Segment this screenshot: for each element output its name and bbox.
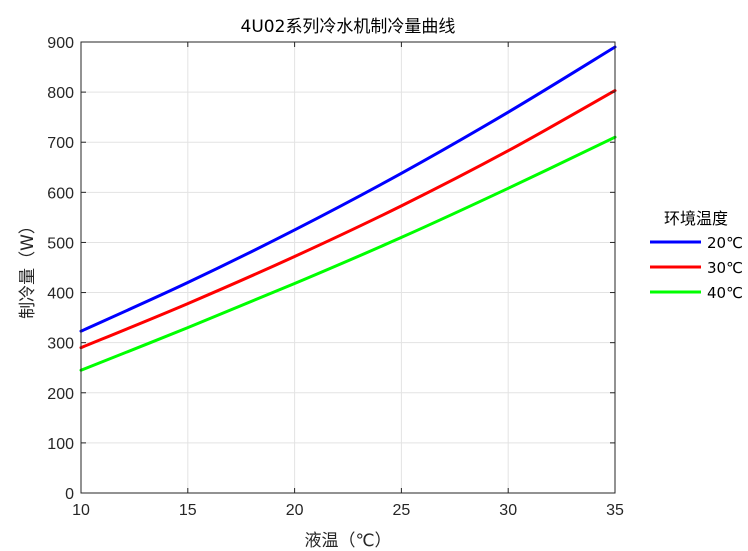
x-axis: 10 15 20 25 30 35 [72, 42, 624, 519]
x-tick-label: 30 [499, 502, 517, 519]
y-tick-label: 100 [47, 436, 74, 453]
y-axis: 0 100 200 300 400 500 600 700 800 900 [47, 35, 615, 503]
series-line-2 [79, 89, 617, 350]
x-tick-label: 10 [72, 502, 90, 519]
x-tick-label: 35 [606, 502, 624, 519]
legend-entry-1: 20℃ [707, 234, 743, 252]
legend: 环境温度 20℃ 30℃ 40℃ [650, 209, 743, 302]
x-tick-label: 15 [179, 502, 197, 519]
series-line-1 [79, 45, 617, 333]
series-lines [79, 45, 617, 372]
plot-frame [80, 41, 616, 494]
y-tick-label: 200 [47, 386, 74, 403]
y-tick-label: 500 [47, 235, 74, 252]
legend-title: 环境温度 [664, 209, 728, 228]
x-axis-label: 液温（℃） [304, 531, 391, 551]
x-tick-label: 25 [393, 502, 411, 519]
y-tick-label: 800 [47, 85, 74, 102]
y-tick-label: 600 [47, 185, 74, 202]
y-tick-label: 900 [47, 35, 74, 52]
series-line-3 [79, 135, 617, 372]
chart-title: 4U02系列冷水机制冷量曲线 [241, 17, 456, 37]
legend-entry-2: 30℃ [707, 259, 743, 277]
y-tick-label: 400 [47, 286, 74, 303]
y-tick-label: 300 [47, 336, 74, 353]
y-tick-label: 0 [65, 486, 74, 503]
x-tick-label: 20 [286, 502, 304, 519]
y-axis-label: 制冷量（W） [18, 217, 38, 319]
y-tick-label: 700 [47, 135, 74, 152]
legend-entry-3: 40℃ [707, 284, 743, 302]
